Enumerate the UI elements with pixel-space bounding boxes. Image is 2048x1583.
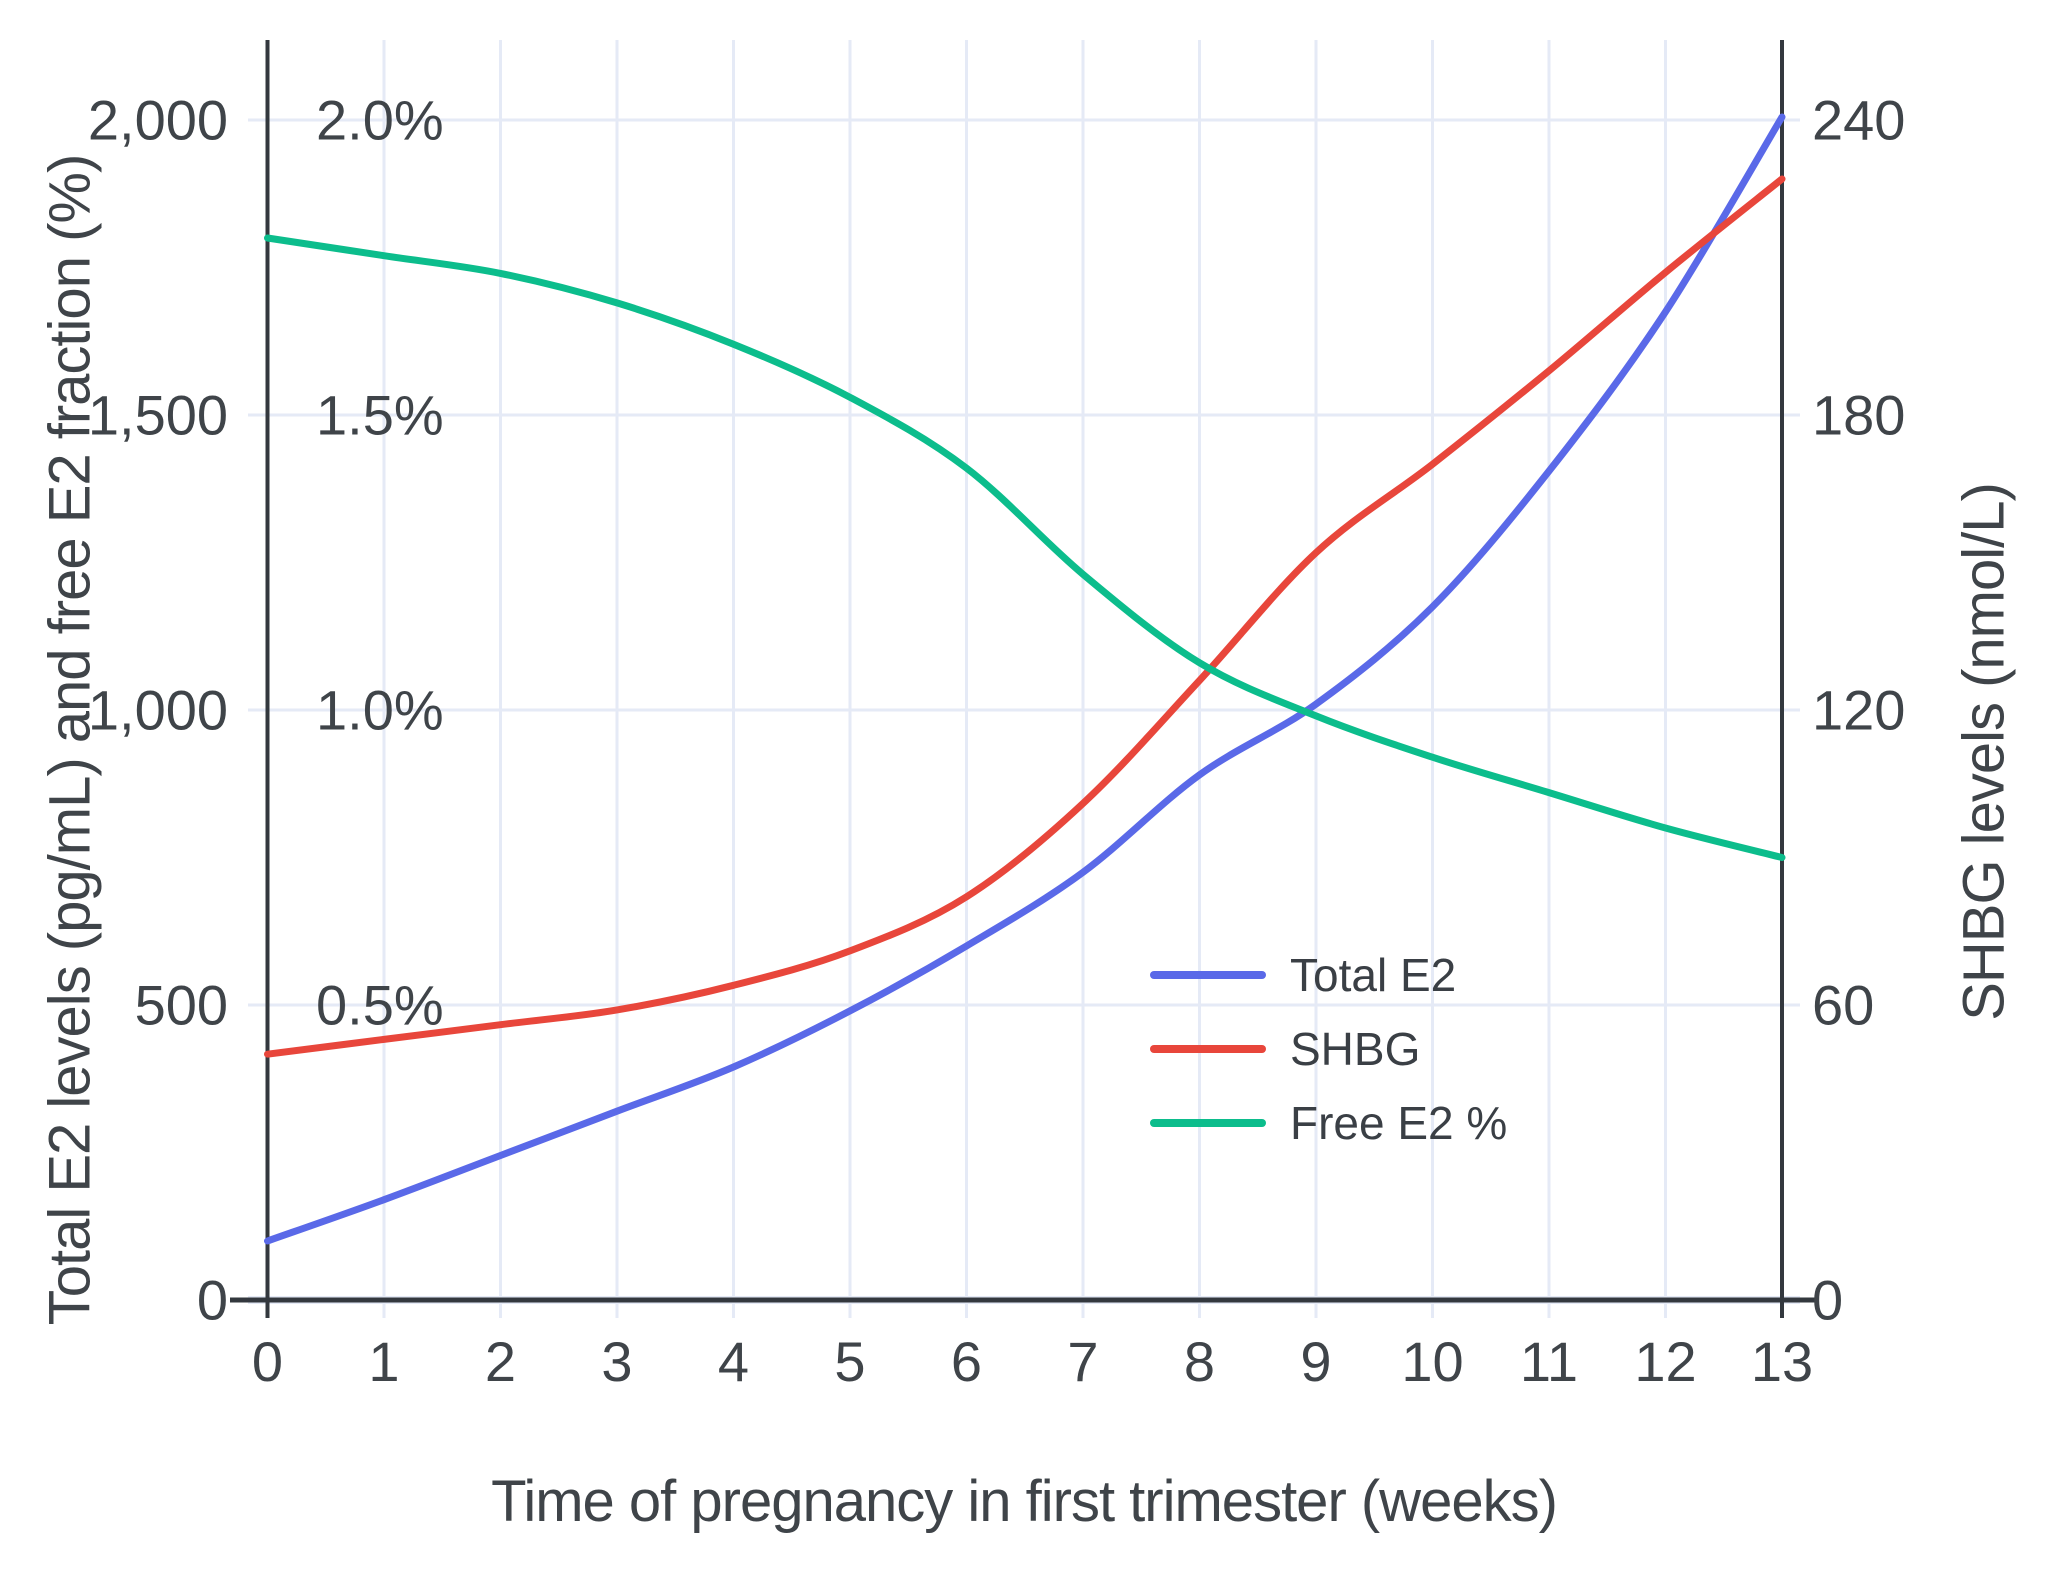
y-left-tick-label-0: 0	[197, 1269, 228, 1332]
x-tick-label-6: 6	[951, 1330, 982, 1393]
y-left-tick-label-2000: 2,000	[88, 89, 228, 152]
percent-tick-label-1.5%: 1.5%	[316, 384, 444, 447]
legend-item-total-e2[interactable]: Total E2	[1150, 938, 1507, 1012]
x-tick-label-10: 10	[1401, 1330, 1463, 1393]
y-right-tick-label-180: 180	[1812, 384, 1905, 447]
x-tick-label-13: 13	[1751, 1330, 1813, 1393]
y-right-tick-label-240: 240	[1812, 89, 1905, 152]
x-tick-label-2: 2	[485, 1330, 516, 1393]
x-tick-label-5: 5	[834, 1330, 865, 1393]
y-left-tick-label-500: 500	[135, 974, 228, 1037]
x-tick-label-7: 7	[1067, 1330, 1098, 1393]
series-line-total-e2	[264, 113, 1786, 1245]
y-right-tick-label-120: 120	[1812, 679, 1905, 742]
free-e2-line-swatch	[1150, 1119, 1266, 1127]
legend-item-free-e2[interactable]: Free E2 %	[1150, 1086, 1507, 1160]
total-e2-line-swatch	[1150, 971, 1266, 979]
x-tick-label-12: 12	[1634, 1330, 1696, 1393]
percent-tick-label-2.0%: 2.0%	[316, 89, 444, 152]
x-axis-title: Time of pregnancy in first trimester (we…	[491, 1469, 1558, 1534]
legend-label-free-e2: Free E2 %	[1290, 1097, 1508, 1149]
x-tick-label-9: 9	[1300, 1330, 1331, 1393]
series-line-free-e2	[264, 234, 1786, 861]
legend-item-shbg[interactable]: SHBG	[1150, 1012, 1507, 1086]
left-axis-title: Total E2 levels (pg/mL) and free E2 frac…	[37, 154, 103, 1326]
right-axis-title: SHBG levels (nmol/L)	[1951, 483, 2017, 1021]
percent-tick-label-0.5%: 0.5%	[316, 974, 444, 1037]
x-tick-label-8: 8	[1184, 1330, 1215, 1393]
legend-label-shbg: SHBG	[1290, 1023, 1421, 1075]
y-right-tick-label-0: 0	[1812, 1269, 1843, 1332]
legend: Total E2 SHBG Free E2 %	[1150, 938, 1507, 1160]
shbg-line-swatch	[1150, 1045, 1266, 1053]
x-tick-label-11: 11	[1520, 1330, 1578, 1393]
percent-tick-label-1.0%: 1.0%	[316, 679, 444, 742]
x-tick-label-1: 1	[368, 1330, 399, 1393]
legend-label-total-e2: Total E2	[1290, 949, 1457, 1001]
x-tick-label-3: 3	[601, 1330, 632, 1393]
x-tick-label-4: 4	[718, 1330, 749, 1393]
y-right-tick-label-60: 60	[1812, 974, 1874, 1037]
series-line-shbg	[264, 175, 1786, 1058]
y-left-tick-label-1500: 1,500	[88, 384, 228, 447]
y-left-tick-label-1000: 1,000	[88, 679, 228, 742]
x-tick-label-0: 0	[252, 1330, 283, 1393]
